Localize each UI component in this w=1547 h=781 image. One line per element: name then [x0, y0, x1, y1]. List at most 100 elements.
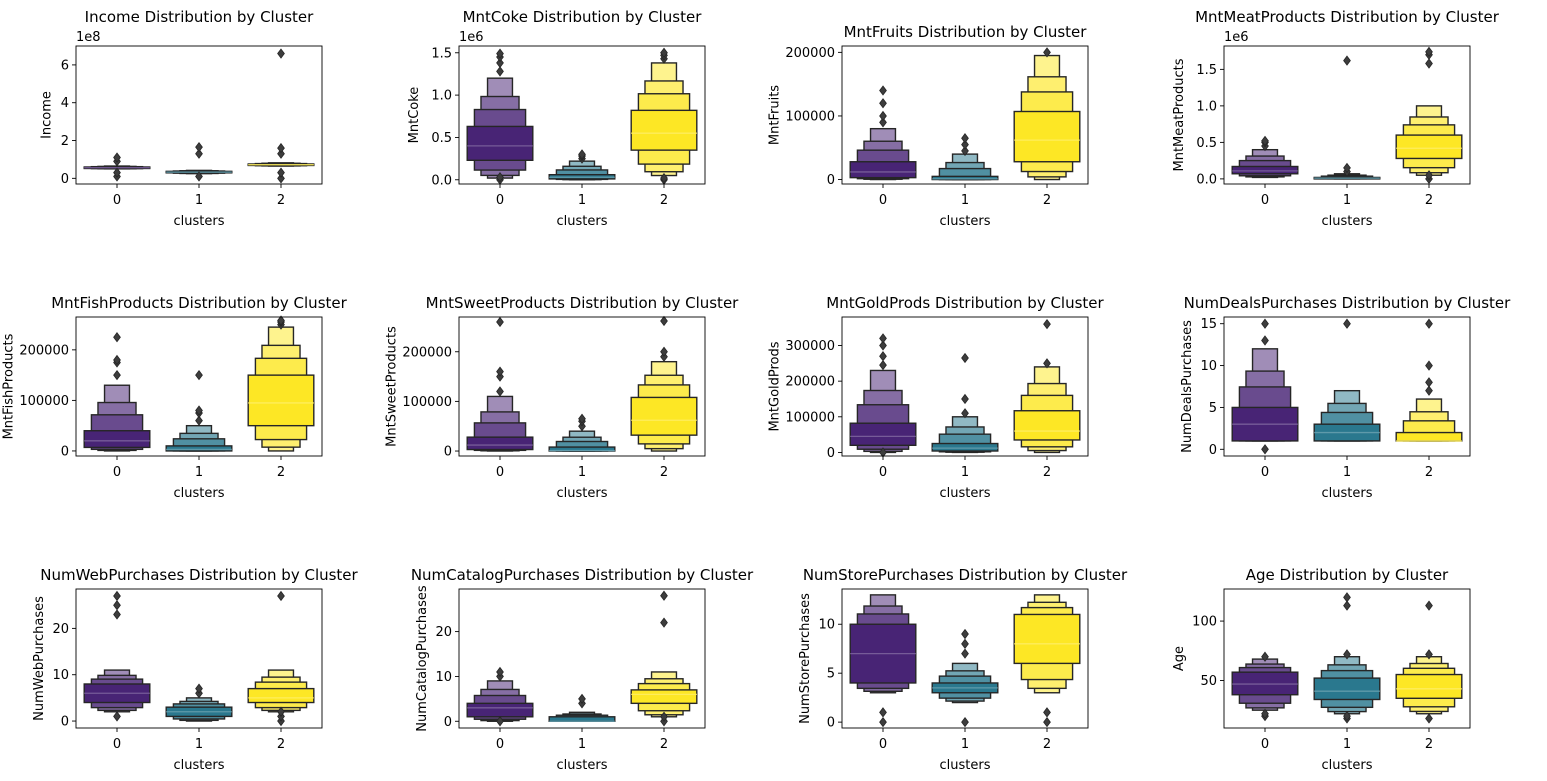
chart-panel: 0 100000 200000 0 1 2 MntFishProducts Distribu… — [1, 294, 347, 501]
outlier-point — [195, 369, 203, 381]
y-tick-label: 10 — [818, 618, 835, 633]
outlier-point — [1425, 318, 1433, 329]
y-axis-label: MntSweetProducts — [384, 326, 399, 447]
chart-title: MntMeatProducts Distribution by Cluster — [1195, 8, 1500, 26]
x-tick-label: 2 — [1425, 193, 1433, 208]
outlier-point — [961, 638, 969, 649]
outlier-point — [1261, 444, 1269, 455]
chart-panel: 0 2 4 6 0 1 2 1e8 Income Distribution by Cluster… — [39, 8, 323, 229]
cluster-box-2 — [630, 47, 698, 185]
x-tick-label: 2 — [660, 193, 668, 208]
outlier-point — [1343, 649, 1351, 660]
outlier-point — [660, 711, 668, 722]
y-axis-label: Income — [39, 91, 54, 139]
cluster-box-2 — [1013, 47, 1081, 181]
chart-title: NumCatalogPurchases Distribution by Clus… — [411, 566, 754, 584]
cluster-box-1 — [1313, 55, 1381, 180]
outlier-point — [660, 346, 668, 357]
x-tick-label: 0 — [496, 193, 504, 208]
y-tick-label: 10 — [435, 670, 452, 685]
cluster-box-0 — [83, 590, 151, 722]
x-tick-label: 0 — [879, 737, 887, 752]
y-axis-label: MntMeatProducts — [1172, 58, 1187, 171]
outlier-point — [879, 117, 887, 128]
cluster-box-0 — [849, 333, 917, 458]
y-tick-label: 1.5 — [1196, 63, 1217, 78]
chart-panel: 0 100000 200000 0 1 2 MntSweetProducts Distrib… — [384, 294, 739, 501]
y-tick-label: 300000 — [785, 339, 835, 354]
outlier-point — [1043, 707, 1051, 718]
box-level — [1313, 677, 1381, 701]
chart-title: MntCoke Distribution by Cluster — [463, 8, 703, 26]
y-tick-label: 4 — [61, 96, 69, 111]
outlier-point — [660, 172, 668, 184]
y-tick-label: 200000 — [785, 46, 835, 61]
outlier-point — [496, 48, 504, 59]
outlier-point — [879, 333, 887, 344]
outlier-point — [113, 167, 121, 178]
x-tick-label: 1 — [578, 193, 586, 208]
cluster-box-0 — [466, 666, 534, 727]
box-level — [630, 396, 698, 436]
cluster-box-2 — [247, 315, 315, 452]
y-tick-label: 0 — [61, 172, 69, 187]
outlier-point — [1343, 710, 1351, 722]
box-level — [247, 374, 315, 427]
x-axis-label: clusters — [1322, 486, 1373, 501]
x-tick-label: 0 — [496, 465, 504, 480]
y-tick-label: 100 — [1192, 615, 1217, 630]
y-tick-label: 0 — [1209, 443, 1217, 458]
box-level — [247, 687, 315, 704]
x-axis-label: clusters — [1322, 214, 1373, 229]
y-tick-label: 20 — [52, 622, 69, 637]
y-tick-label: 200000 — [785, 375, 835, 390]
outlier-point — [879, 351, 887, 362]
x-tick-label: 0 — [113, 737, 121, 752]
x-axis-label: clusters — [940, 758, 991, 773]
x-tick-label: 1 — [1343, 737, 1351, 752]
chart-panel: 0 100000 200000 0 1 2 MntFruits Distribution b… — [767, 23, 1089, 229]
chart-panel: 0 10 20 0 1 2 NumCatalogPurchases Distribution… — [411, 566, 754, 773]
outlier-point — [961, 145, 969, 157]
x-tick-label: 2 — [1425, 737, 1433, 752]
y-tick-label: 1.0 — [431, 89, 452, 104]
outlier-point — [277, 706, 285, 717]
x-tick-label: 2 — [660, 465, 668, 480]
box-level — [1013, 110, 1081, 163]
x-tick-label: 1 — [195, 737, 203, 752]
x-tick-label: 2 — [277, 737, 285, 752]
cluster-box-2 — [1395, 46, 1463, 185]
chart-title: NumDealsPurchases Distribution by Cluste… — [1184, 294, 1512, 312]
outlier-point — [195, 683, 203, 694]
cluster-box-2 — [1013, 594, 1081, 728]
outlier-point — [496, 316, 504, 328]
x-tick-label: 1 — [195, 465, 203, 480]
y-tick-label: 1.5 — [431, 46, 452, 61]
x-tick-label: 2 — [277, 193, 285, 208]
chart-title: MntFishProducts Distribution by Cluster — [51, 294, 347, 312]
axis-offset-label: 1e8 — [76, 30, 101, 45]
outlier-point — [1261, 651, 1269, 662]
outlier-point — [1425, 360, 1433, 371]
x-tick-label: 1 — [578, 737, 586, 752]
y-tick-label: 100000 — [402, 395, 452, 410]
box-level — [630, 689, 698, 705]
cluster-box-2 — [1395, 600, 1463, 724]
outlier-point — [879, 707, 887, 718]
outlier-point — [1425, 377, 1433, 388]
outlier-point — [1261, 708, 1269, 719]
outlier-point — [113, 152, 121, 163]
box-level — [849, 161, 917, 179]
cluster-box-0 — [83, 152, 151, 182]
x-tick-label: 1 — [961, 737, 969, 752]
y-tick-label: 1.0 — [1196, 99, 1217, 114]
box-level — [1231, 165, 1299, 175]
outlier-point — [496, 66, 504, 77]
outlier-point — [277, 48, 285, 59]
outlier-point — [113, 369, 121, 381]
y-tick-label: 0 — [61, 444, 69, 459]
y-axis-label: NumStorePurchases — [798, 593, 813, 724]
outlier-point — [1425, 713, 1433, 724]
axis-offset-label: 1e6 — [1224, 30, 1249, 45]
